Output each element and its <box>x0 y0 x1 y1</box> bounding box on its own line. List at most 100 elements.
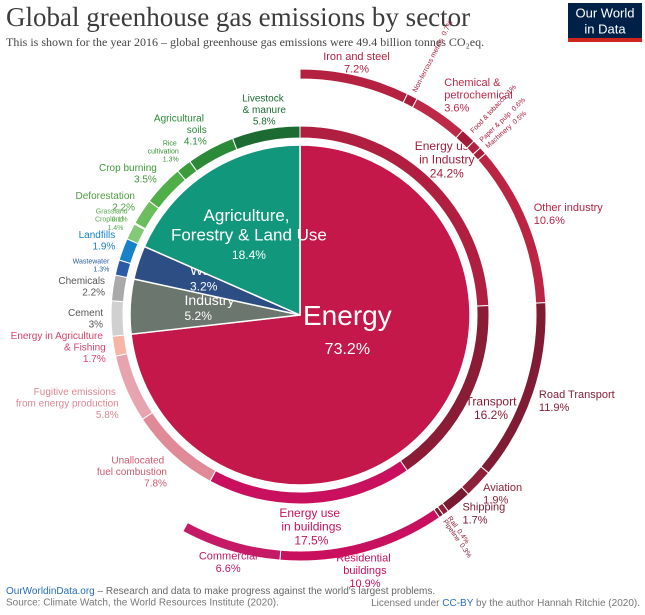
label-name: Energy use in buildings <box>279 506 343 534</box>
chart-title: Global greenhouse gas emissions by secto… <box>6 2 470 32</box>
label-name: Road Transport <box>539 389 615 401</box>
ring-segment <box>231 125 301 151</box>
label-value: 16.2% <box>474 408 508 422</box>
label-line: Unallocated <box>111 455 167 466</box>
data-label: Iron and steel 7.2% <box>323 51 390 76</box>
label-value: 0.1% <box>112 216 128 223</box>
label-line: Chemical & <box>444 77 503 89</box>
label-value: 3% <box>89 319 104 330</box>
label-value: 3.6% <box>444 102 469 114</box>
label-name: Livestock & manure <box>242 93 286 116</box>
data-label: Rice cultivation 1.3% <box>148 140 179 163</box>
label-value: 1.3% <box>93 266 109 273</box>
data-label: Deforestation 2.2% <box>76 191 136 214</box>
label-value: 11.9% <box>539 402 570 414</box>
label-name: Landfills <box>79 230 116 241</box>
logo-text: in Data <box>584 21 626 36</box>
label-line: & manure <box>243 104 287 115</box>
data-label: Landfills 1.9% <box>79 230 116 253</box>
label-line: Energy use <box>279 506 343 520</box>
label-line: Fugitive emissions <box>34 387 119 398</box>
label-name: Commercial <box>199 550 258 562</box>
label-name: Agriculture, Forestry & Land Use <box>171 207 327 246</box>
label-name: Deforestation <box>76 191 135 202</box>
license-link[interactable]: CC-BY <box>442 598 473 609</box>
logo-text: Our World <box>576 5 635 20</box>
ring-segment <box>110 300 125 337</box>
label-name: Fugitive emissions from energy productio… <box>16 387 119 410</box>
label-name: Chemical & petrochemical <box>444 77 512 102</box>
logo: Our World in Data <box>568 3 642 42</box>
ring-segment <box>111 334 128 357</box>
data-label: Unallocated fuel combustion 7.8% <box>97 455 167 489</box>
data-label: Energy use in buildings 17.5% <box>279 506 343 548</box>
label-value: 5.8% <box>253 116 276 127</box>
label-value: 1.9% <box>483 495 508 507</box>
label-name: Cement <box>68 308 103 319</box>
data-label: Cropland 1.4% <box>95 217 124 232</box>
label-value: 1.7% <box>462 514 487 526</box>
data-label: Aviation 1.9% <box>483 482 522 507</box>
data-label: Fugitive emissions from energy productio… <box>16 387 119 421</box>
label-value: 2.2% <box>82 287 105 298</box>
label-value: 24.2% <box>430 167 464 181</box>
chart-subtitle: This is shown for the year 2016 – global… <box>6 35 484 49</box>
footer-license: Licensed under CC-BY by the author Hanna… <box>371 598 640 609</box>
data-label: Grassland 0.1% <box>96 208 128 223</box>
label-name: Grassland <box>96 208 128 215</box>
label-name: Rice cultivation <box>148 140 179 155</box>
label-line: fuel combustion <box>97 466 167 477</box>
label-name: Shipping <box>462 502 505 514</box>
label-value: 7.2% <box>344 63 369 75</box>
label-value: 10.9% <box>349 578 380 590</box>
label-name: Cropland <box>95 217 124 224</box>
data-label: Transport 16.2% <box>466 395 518 423</box>
label-value: 1.7% <box>83 354 106 365</box>
label-value: 4.1% <box>184 136 207 147</box>
label-name: Residential buildings <box>336 552 393 577</box>
label-name: Chemicals <box>58 276 105 287</box>
data-label: Road Transport 11.9% <box>539 389 615 414</box>
label-value: 5.2% <box>185 309 213 323</box>
label-line: Residential <box>336 552 393 564</box>
label-name: Transport <box>466 395 518 409</box>
ring-segment <box>477 152 547 304</box>
data-label: Livestock & manure 5.8% <box>242 93 286 127</box>
label-line: buildings <box>343 565 387 577</box>
label-value: 10.6% <box>534 215 565 227</box>
ring-segment <box>182 521 282 561</box>
label-name: Unallocated fuel combustion <box>97 455 167 478</box>
label-name: Wastewater <box>73 258 110 265</box>
label-value: 6.6% <box>216 563 241 575</box>
label-name: Crop burning <box>99 163 157 174</box>
label-name: Energy <box>303 300 392 331</box>
license-text: Licensed under <box>371 598 442 609</box>
data-label: Chemicals 2.2% <box>58 276 105 299</box>
label-line: Agricultural <box>154 113 207 124</box>
label-line: in buildings <box>281 520 341 534</box>
label-value: 1.3% <box>163 157 179 164</box>
label-value: 1.9% <box>92 241 115 252</box>
label-value: 7.8% <box>144 478 167 489</box>
label-value: 5.8% <box>96 410 119 421</box>
label-line: Livestock <box>242 93 286 104</box>
label-line: Energy in Agriculture <box>11 331 106 342</box>
label-value: 18.4% <box>232 248 266 262</box>
data-label: Other industry 10.6% <box>534 202 604 227</box>
footer-site[interactable]: OurWorldinData.org <box>6 586 95 597</box>
label-name: Iron and steel <box>323 51 390 63</box>
label-value: 3.5% <box>134 174 157 185</box>
data-label: Energy in Agriculture & Fishing 1.7% <box>11 331 106 365</box>
ring-segment <box>111 274 128 303</box>
data-label: Commercial 6.6% <box>199 550 258 575</box>
label-line: from energy production <box>16 398 119 409</box>
label-line: petrochemical <box>444 90 512 102</box>
label-line: Rice <box>163 140 179 147</box>
label-value: 2.2% <box>112 202 135 213</box>
label-value: 3.2% <box>190 279 218 293</box>
data-label: Chemical & petrochemical 3.6% <box>444 77 512 114</box>
data-label: Agricultural soils 4.1% <box>154 113 207 147</box>
label-value: 73.2% <box>325 341 370 358</box>
